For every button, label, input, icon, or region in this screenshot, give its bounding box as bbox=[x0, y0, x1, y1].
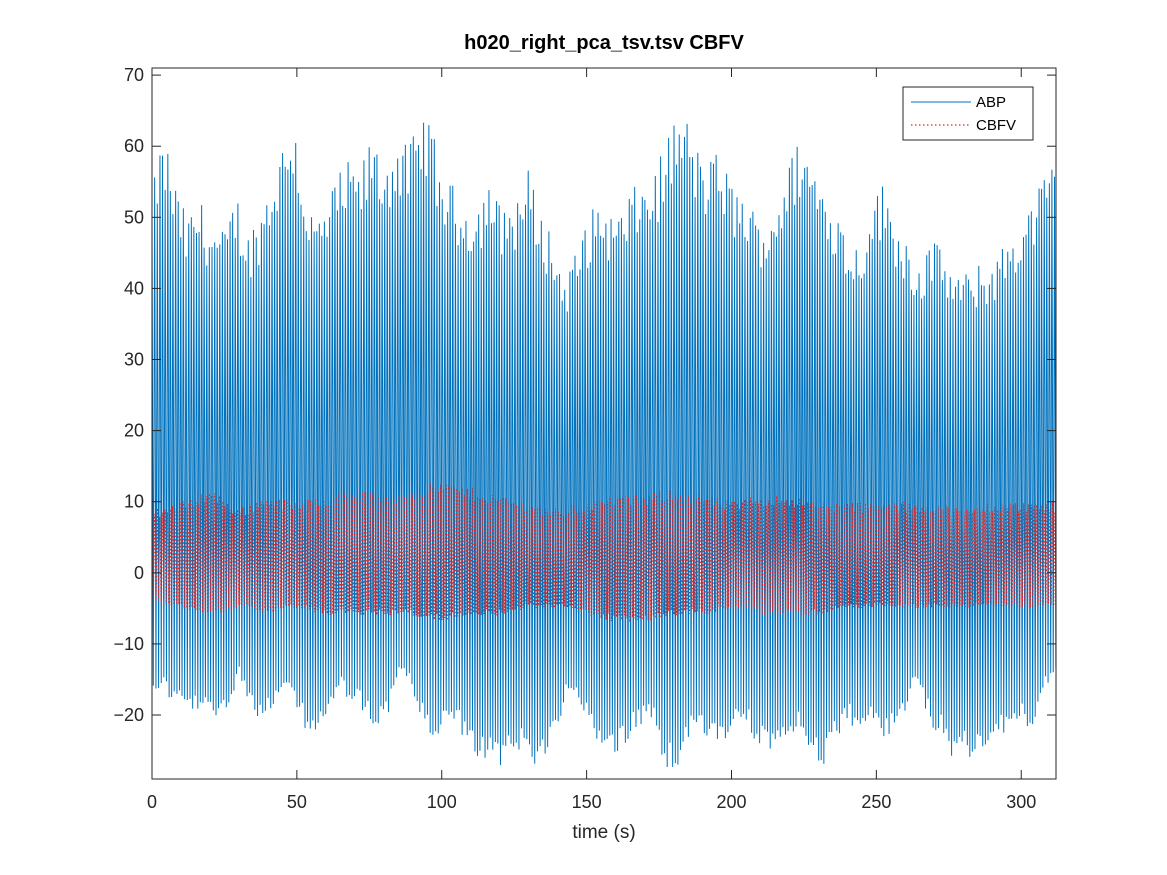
x-tick-label: 300 bbox=[1006, 792, 1036, 812]
x-tick-label: 200 bbox=[716, 792, 746, 812]
series-layer bbox=[152, 122, 1056, 767]
x-tick-label: 0 bbox=[147, 792, 157, 812]
legend-label-abp: ABP bbox=[976, 94, 1006, 111]
x-tick-label: 50 bbox=[287, 792, 307, 812]
legend-box bbox=[902, 86, 1034, 141]
y-tick-label: 50 bbox=[124, 207, 144, 227]
series-line-cbfv bbox=[152, 483, 1056, 623]
plot-area: 0 50 100 150 200 250 300 −20 −10 0 10 20 30 40 50 60 70 bbox=[113, 65, 1057, 812]
y-tick-label: 20 bbox=[124, 421, 144, 441]
y-tick-label: −10 bbox=[113, 634, 144, 654]
axes-box bbox=[151, 67, 1057, 780]
y-tick-label: 60 bbox=[124, 136, 144, 156]
y-tick-label: 40 bbox=[124, 278, 144, 298]
y-tick-label: 30 bbox=[124, 350, 144, 370]
y-tick-label: 0 bbox=[134, 563, 144, 583]
y-tick-label: −20 bbox=[113, 705, 144, 725]
ticks-layer: 0 50 100 150 200 250 300 −20 −10 0 10 20 30 40 50 60 70 bbox=[113, 65, 1056, 812]
y-tick-label: 10 bbox=[124, 492, 144, 512]
x-tick-label: 100 bbox=[427, 792, 457, 812]
legend-label-cbfv: CBFV bbox=[976, 117, 1016, 134]
legend: ABP CBFV bbox=[902, 86, 1034, 141]
x-axis-label: time (s) bbox=[572, 822, 635, 843]
x-tick-label: 250 bbox=[861, 792, 891, 812]
chart-title: h020_right_pca_tsv.tsv CBFV bbox=[464, 32, 744, 54]
x-tick-label: 150 bbox=[572, 792, 602, 812]
series-line-abp bbox=[152, 122, 1056, 767]
y-tick-label: 70 bbox=[124, 65, 144, 85]
